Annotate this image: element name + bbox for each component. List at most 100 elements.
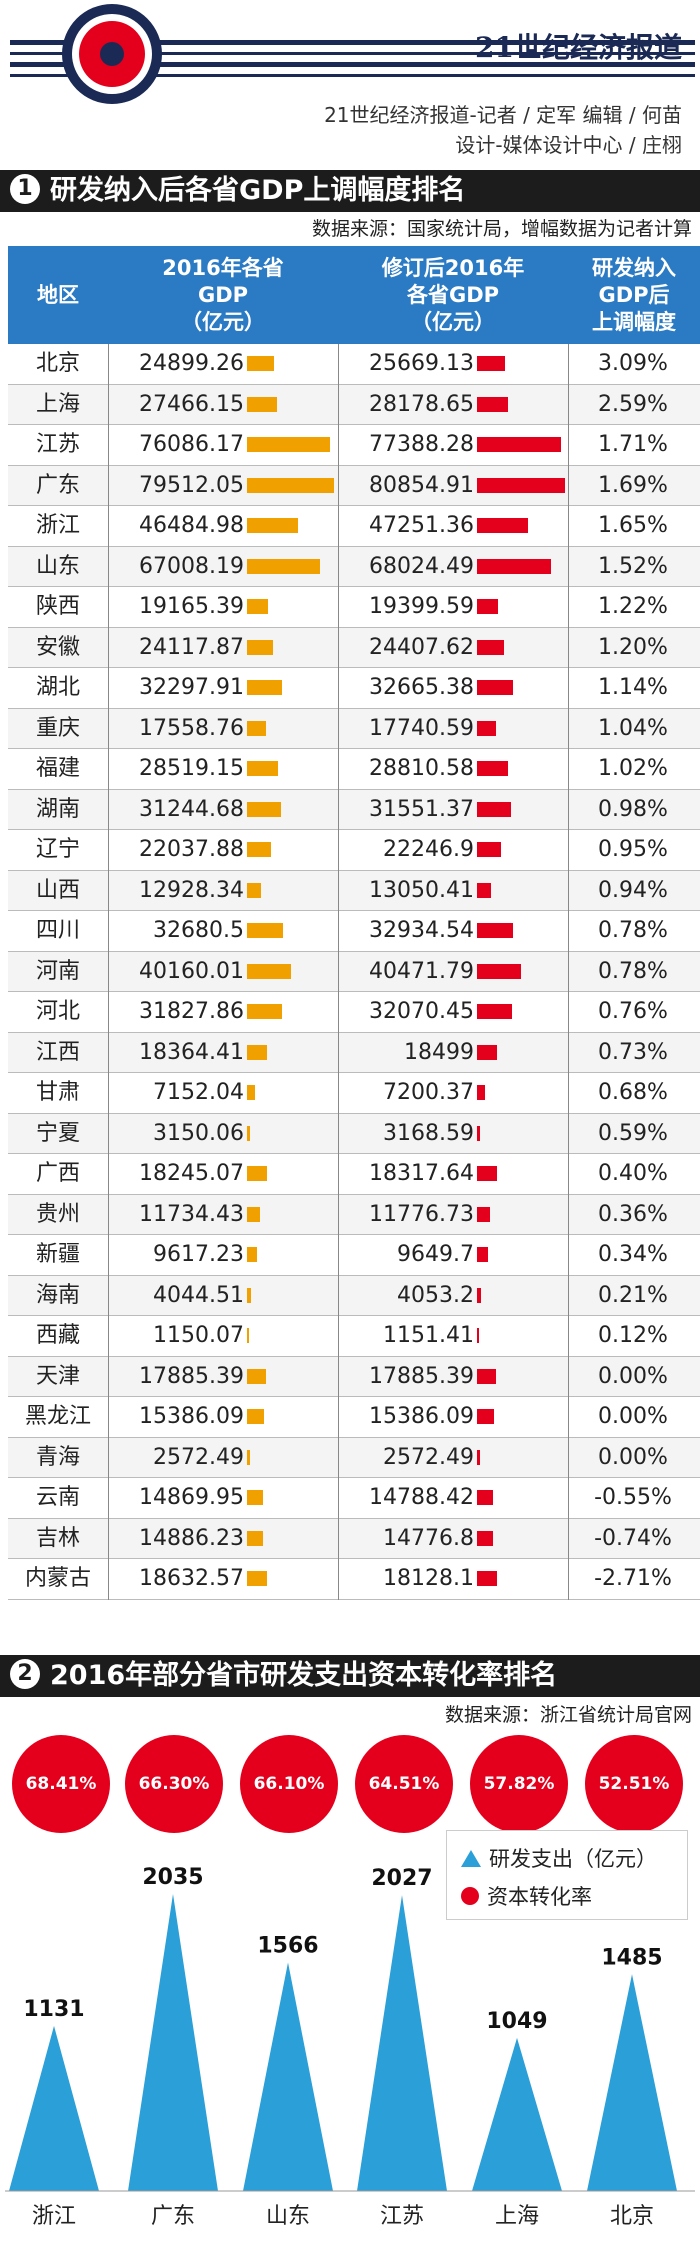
legend-item-rate: 资本转化率	[461, 1881, 592, 1911]
region-cell: 安徽	[35, 634, 80, 660]
legend-label-rate: 资本转化率	[487, 1885, 592, 1909]
gdp-revised-cell: 13050.41	[369, 877, 474, 903]
header-gdp-revised: 修订后2016年 各省GDP （亿元）	[381, 255, 525, 334]
gdp-2016-bar	[247, 356, 275, 371]
gdp-revised-cell: 31551.37	[369, 796, 474, 822]
region-cell: 天津	[35, 1363, 80, 1389]
gdp-revised-bar	[477, 437, 562, 452]
adjust-pct-cell: 3.09%	[598, 351, 668, 376]
rd-spending-value-label: 1049	[486, 2009, 547, 2034]
region-cell: 江西	[35, 1039, 80, 1065]
table-row: 青海 2572.49 2572.49 0.00%	[8, 1437, 700, 1478]
gdp-revised-bar	[477, 639, 504, 655]
adjust-pct-cell: 0.00%	[598, 1444, 668, 1470]
region-cell: 湖北	[35, 675, 80, 700]
gdp-2016-bar	[247, 1530, 264, 1546]
region-cell: 云南	[35, 1485, 80, 1510]
category-label: 江苏	[380, 2204, 424, 2229]
gdp-revised-cell: 9649.7	[397, 1242, 474, 1267]
region-cell: 黑龙江	[24, 1404, 91, 1429]
table-row: 北京 24899.26 25669.13 3.09%	[8, 344, 700, 385]
gdp-2016-cell: 17885.39	[139, 1363, 244, 1389]
adjust-pct-cell: 0.98%	[598, 796, 668, 822]
gdp-revised-bar	[477, 1328, 479, 1343]
adjust-pct-cell: 1.14%	[598, 675, 668, 700]
section2-title-bar: 2 2016年部分省市研发支出资本转化率排名	[0, 1655, 700, 1697]
gdp-2016-cell: 2572.49	[153, 1444, 244, 1470]
gdp-revised-bar	[477, 923, 513, 938]
gdp-2016-cell: 19165.39	[139, 594, 244, 619]
table-row: 天津 17885.39 17885.39 0.00%	[8, 1356, 700, 1397]
gdp-2016-bar	[247, 1247, 258, 1262]
gdp-revised-cell: 7200.37	[383, 1080, 474, 1105]
gdp-2016-cell: 12928.34	[139, 877, 244, 903]
region-cell: 宁夏	[35, 1120, 80, 1146]
region-cell: 河南	[35, 958, 80, 984]
region-cell: 陕西	[35, 594, 80, 619]
credit-line-designer: 设计-媒体设计中心 / 庄栩	[455, 133, 682, 157]
header-region: 地区	[37, 282, 79, 307]
gdp-revised-bar	[477, 1206, 490, 1222]
table-row: 安徽 24117.87 24407.62 1.20%	[8, 627, 700, 668]
gdp-revised-cell: 24407.62	[369, 634, 474, 660]
region-cell: 山西	[35, 877, 80, 903]
gdp-2016-cell: 4044.51	[153, 1282, 244, 1308]
gdp-revised-bar	[477, 1166, 497, 1181]
adjust-pct-cell: 1.69%	[598, 472, 668, 498]
rd-spending-value-label: 1131	[23, 1997, 84, 2022]
gdp-2016-cell: 3150.06	[153, 1120, 244, 1146]
gdp-2016-bar	[247, 518, 298, 533]
table-row: 内蒙古 18632.57 18128.1 -2.71%	[8, 1559, 700, 1600]
gdp-revised-cell: 47251.36	[369, 513, 474, 538]
gdp-2016-bar	[247, 1125, 251, 1141]
gdp-revised-cell: 40471.79	[369, 958, 474, 984]
gdp-2016-bar	[247, 761, 279, 776]
adjust-pct-cell: 0.00%	[598, 1363, 668, 1389]
gdp-revised-bar	[477, 1571, 497, 1586]
gdp-revised-bar	[477, 680, 513, 695]
table-row: 湖北 32297.91 32665.38 1.14%	[8, 668, 700, 709]
region-cell: 河北	[35, 999, 80, 1024]
gdp-2016-cell: 11734.43	[139, 1201, 244, 1227]
header: 21世纪经济报道 21世纪经济报道-记者 / 定军 编辑 / 何苗 设计-媒体设…	[0, 0, 700, 157]
region-cell: 重庆	[35, 715, 80, 741]
rd-spending-value-label: 2027	[371, 1866, 432, 1891]
gdp-2016-bar	[247, 477, 334, 493]
rd-spending-triangle	[9, 2025, 99, 2191]
gdp-revised-bar	[477, 518, 529, 533]
gdp-2016-bar	[247, 923, 283, 938]
gdp-revised-bar	[477, 1287, 482, 1303]
section1-title: 研发纳入后各省GDP上调幅度排名	[50, 175, 466, 206]
table-row: 浙江 46484.98 47251.36 1.65%	[8, 506, 700, 547]
adjust-pct-cell: 1.22%	[598, 594, 668, 619]
gdp-2016-bar	[247, 1409, 264, 1424]
gdp-2016-bar	[247, 1328, 249, 1343]
gdp-2016-cell: 32297.91	[139, 675, 244, 700]
adjust-pct-cell: 1.71%	[598, 432, 668, 457]
header-gdp-2016: 2016年各省 GDP （亿元）	[162, 255, 284, 334]
gdp-revised-bar	[477, 558, 552, 574]
table-row: 江苏 76086.17 77388.28 1.71%	[8, 425, 700, 466]
rd-spending-value-label: 1485	[601, 1945, 662, 1970]
gdp-revised-bar	[477, 1449, 480, 1465]
gdp-revised-cell: 11776.73	[369, 1201, 474, 1227]
gdp-2016-bar	[247, 720, 267, 736]
credits: 21世纪经济报道-记者 / 定军 编辑 / 何苗 设计-媒体设计中心 / 庄栩	[324, 100, 682, 160]
chart-legend: 研发支出（亿元） 资本转化率	[446, 1830, 688, 1920]
adjust-pct-cell: 0.95%	[598, 837, 668, 862]
gdp-revised-cell: 1151.41	[383, 1323, 474, 1348]
gdp-2016-cell: 17558.76	[139, 715, 244, 741]
gdp-revised-bar	[477, 963, 522, 979]
rd-spending-triangle	[243, 1962, 333, 2191]
table-row: 西藏 1150.07 1151.41 0.12%	[8, 1316, 700, 1357]
gdp-2016-bar	[247, 558, 320, 574]
gdp-2016-bar	[247, 1490, 264, 1505]
rd-spending-triangle	[128, 1894, 218, 2191]
section1-number: 1	[10, 173, 40, 204]
triangle-icon	[461, 1849, 481, 1867]
gdp-revised-cell: 28810.58	[369, 756, 474, 781]
conversion-rate-circle: 66.10%	[240, 1735, 338, 1833]
gdp-revised-cell: 25669.13	[369, 351, 474, 376]
gdp-2016-cell: 40160.01	[139, 958, 244, 984]
table-row: 重庆 17558.76 17740.59 1.04%	[8, 708, 700, 749]
